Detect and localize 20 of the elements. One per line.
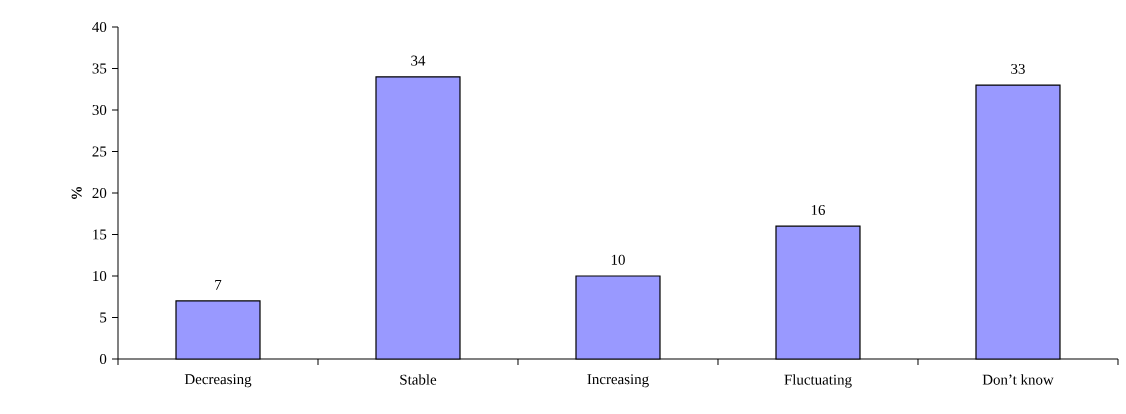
data-label: 10: [611, 254, 625, 265]
data-label: 7: [215, 279, 222, 290]
y-tick-label: 20: [92, 187, 107, 199]
y-tick-label: 5: [100, 312, 107, 323]
x-tick-label: Don’t know: [982, 374, 1054, 385]
data-label: 34: [411, 55, 426, 66]
y-tick-label: 40: [92, 21, 107, 33]
y-tick-label: 0: [99, 353, 107, 365]
x-tick-label: Fluctuating: [784, 374, 852, 388]
x-tick-label: Stable: [400, 374, 437, 385]
x-tick-label: Increasing: [587, 374, 649, 388]
data-label: 16: [811, 204, 826, 216]
y-tick-label: 15: [93, 229, 107, 240]
y-tick-label: 25: [92, 146, 107, 157]
y-axis-title: %: [71, 186, 82, 199]
y-tick-label: 35: [92, 63, 107, 74]
y-tick-label: 10: [93, 270, 107, 282]
x-tick-label: Decreasing: [184, 374, 252, 388]
data-label: 33: [1011, 63, 1025, 74]
y-tick-label: 30: [92, 104, 107, 116]
